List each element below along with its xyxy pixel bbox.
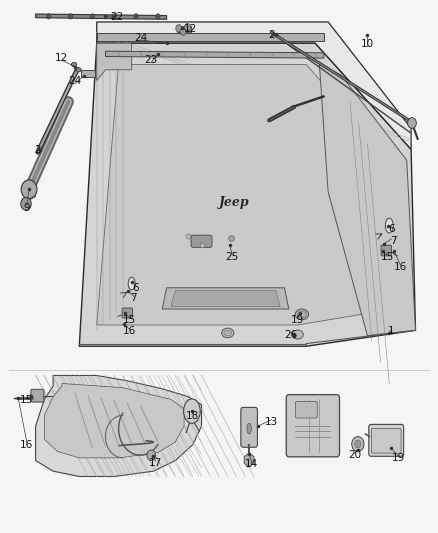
Ellipse shape <box>71 62 77 67</box>
Polygon shape <box>81 70 95 77</box>
Text: 15: 15 <box>381 252 394 262</box>
Text: 6: 6 <box>133 283 139 293</box>
Circle shape <box>408 118 417 128</box>
Polygon shape <box>44 383 184 458</box>
Polygon shape <box>35 14 166 19</box>
FancyBboxPatch shape <box>122 308 133 318</box>
Circle shape <box>68 14 73 19</box>
Text: 7: 7 <box>390 236 397 246</box>
Polygon shape <box>177 26 191 31</box>
Text: 22: 22 <box>110 12 123 22</box>
Text: 12: 12 <box>184 25 197 35</box>
Circle shape <box>180 28 186 35</box>
Polygon shape <box>106 51 324 58</box>
Ellipse shape <box>224 330 232 336</box>
FancyBboxPatch shape <box>295 401 317 418</box>
Polygon shape <box>35 375 201 477</box>
Text: 17: 17 <box>149 458 162 468</box>
Ellipse shape <box>292 330 303 339</box>
Polygon shape <box>79 43 416 346</box>
Circle shape <box>184 23 191 31</box>
FancyBboxPatch shape <box>371 429 401 453</box>
FancyBboxPatch shape <box>381 245 392 256</box>
Text: 1: 1 <box>388 326 395 336</box>
Ellipse shape <box>76 68 81 72</box>
Ellipse shape <box>385 218 393 233</box>
FancyBboxPatch shape <box>191 235 212 247</box>
Circle shape <box>134 14 138 19</box>
Circle shape <box>21 197 31 210</box>
FancyBboxPatch shape <box>241 407 258 447</box>
Text: 2: 2 <box>35 144 41 155</box>
Text: 19: 19 <box>392 453 405 463</box>
Text: 10: 10 <box>361 39 374 49</box>
Text: 14: 14 <box>245 459 258 469</box>
Text: 16: 16 <box>123 326 136 336</box>
Polygon shape <box>171 290 280 306</box>
Ellipse shape <box>295 309 308 320</box>
Text: 15: 15 <box>123 314 136 325</box>
Text: 13: 13 <box>265 417 278 427</box>
FancyBboxPatch shape <box>286 394 339 457</box>
Ellipse shape <box>128 277 135 290</box>
Text: 24: 24 <box>134 33 147 43</box>
Circle shape <box>112 14 117 19</box>
Text: 6: 6 <box>388 224 395 235</box>
Circle shape <box>147 450 155 461</box>
Polygon shape <box>162 288 289 309</box>
Circle shape <box>46 14 51 19</box>
Polygon shape <box>97 43 132 80</box>
Circle shape <box>352 437 364 451</box>
Text: 24: 24 <box>68 77 81 86</box>
Text: Jeep: Jeep <box>219 196 250 209</box>
Text: 7: 7 <box>131 293 137 303</box>
Circle shape <box>176 25 182 32</box>
Text: 20: 20 <box>348 450 361 460</box>
FancyBboxPatch shape <box>31 389 44 402</box>
Text: 16: 16 <box>394 262 407 271</box>
Ellipse shape <box>247 423 251 434</box>
Text: 19: 19 <box>291 314 304 325</box>
Circle shape <box>90 14 95 19</box>
Text: 18: 18 <box>186 411 199 422</box>
Circle shape <box>355 440 361 448</box>
FancyBboxPatch shape <box>369 424 404 456</box>
Ellipse shape <box>297 311 306 318</box>
Text: 23: 23 <box>145 55 158 65</box>
Ellipse shape <box>222 328 234 338</box>
Text: 16: 16 <box>20 440 34 450</box>
Text: 9: 9 <box>24 203 30 213</box>
Ellipse shape <box>184 399 200 423</box>
Text: 25: 25 <box>226 252 239 262</box>
Circle shape <box>155 14 160 19</box>
Text: 12: 12 <box>55 53 68 63</box>
Text: 26: 26 <box>284 329 298 340</box>
Polygon shape <box>97 33 324 41</box>
Circle shape <box>21 180 37 199</box>
Polygon shape <box>319 64 416 336</box>
Polygon shape <box>97 22 411 150</box>
Text: 2: 2 <box>268 30 275 41</box>
Polygon shape <box>97 64 394 325</box>
Text: 15: 15 <box>19 395 33 406</box>
